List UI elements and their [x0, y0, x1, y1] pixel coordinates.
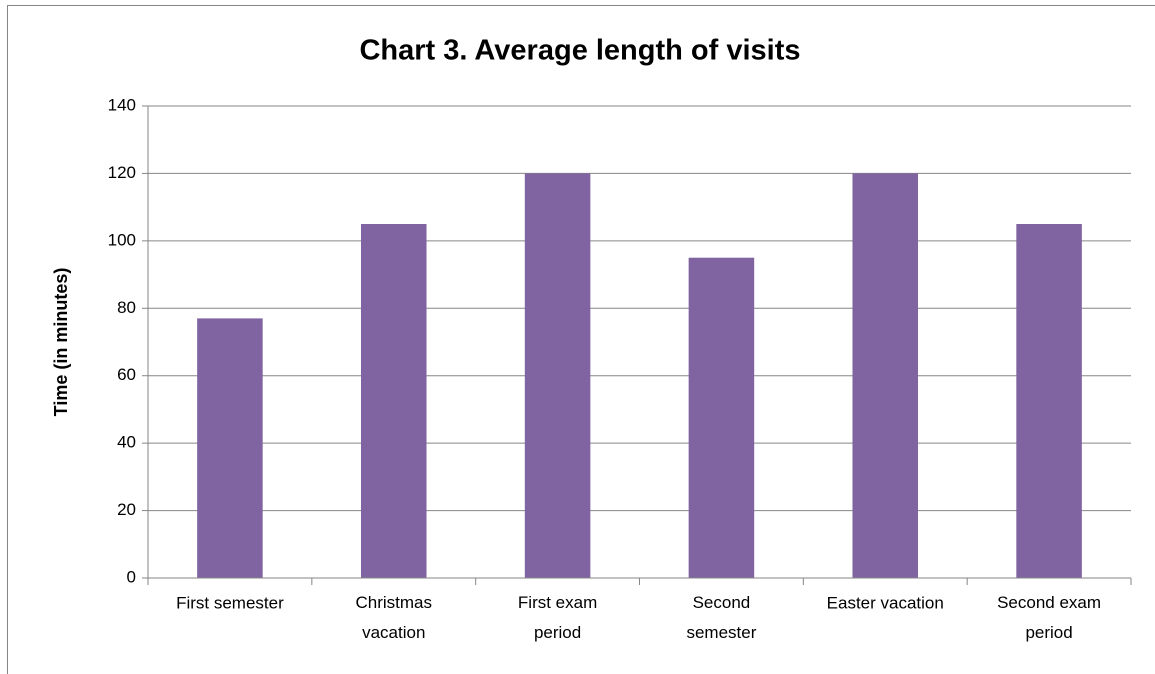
bar [688, 257, 755, 578]
x-tick-label: First exam period [518, 593, 597, 642]
y-tick-label: 120 [108, 163, 136, 182]
y-tick-label: 80 [117, 298, 136, 317]
y-tick-label: 0 [127, 567, 136, 586]
x-tick-label: Second semester [686, 593, 756, 642]
chart-title: Chart 3. Average length of visits [359, 35, 800, 67]
bar [197, 318, 263, 578]
y-tick-label: 140 [108, 95, 136, 114]
bar [1016, 224, 1082, 578]
x-tick-label: First semester [176, 593, 284, 612]
y-tick-label: 100 [108, 230, 136, 249]
bar [852, 173, 919, 578]
y-tick-label: 20 [117, 500, 136, 519]
x-tick-label: Christmas vacation [355, 593, 432, 642]
y-tick-label: 60 [117, 365, 136, 384]
x-tick-label: Second exam period [997, 593, 1101, 642]
y-axis-label: Time (in minutes) [51, 268, 71, 417]
bar [524, 173, 591, 578]
bar [360, 224, 427, 578]
y-tick-label: 40 [117, 433, 136, 452]
x-tick-label: Easter vacation [827, 593, 944, 612]
